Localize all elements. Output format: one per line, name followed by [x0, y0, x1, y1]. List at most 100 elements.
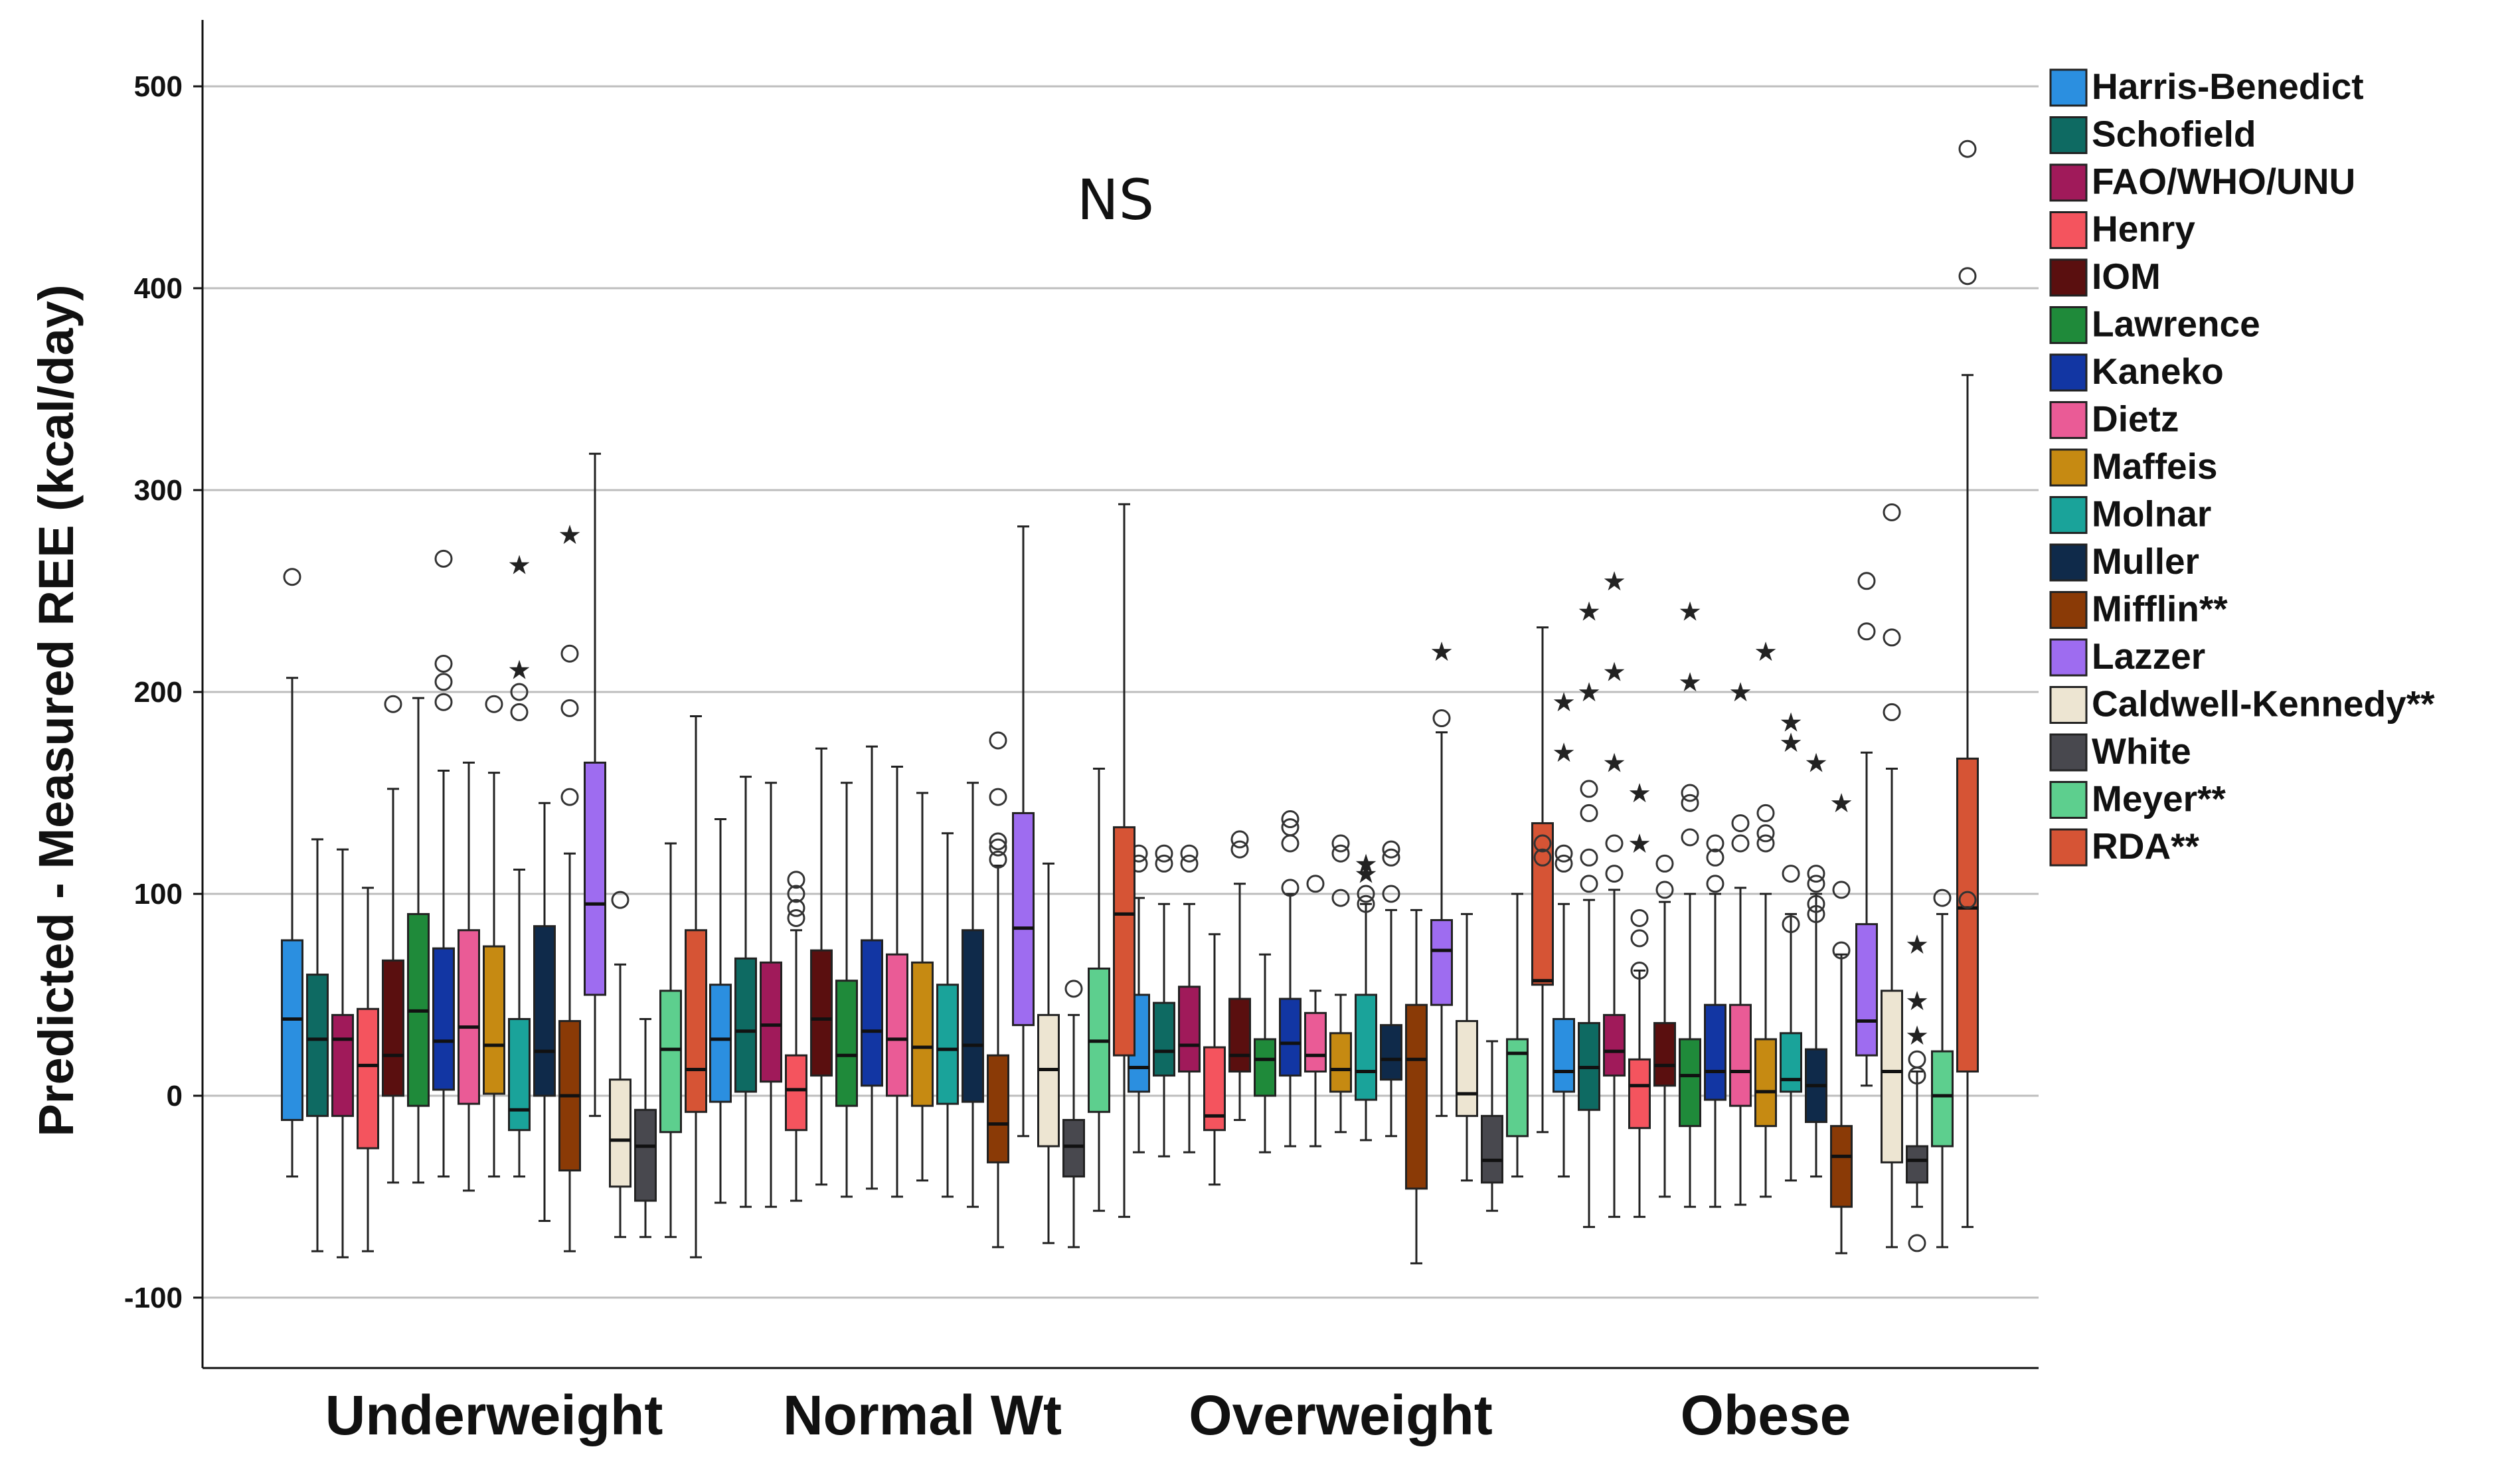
outlier-point: [434, 693, 453, 711]
iqr-box: [1679, 1038, 1701, 1128]
legend-swatch: [2049, 353, 2088, 392]
axes: [193, 20, 2039, 1369]
iqr-box: [1228, 997, 1251, 1073]
box-16-3: [1956, 139, 1979, 1229]
outlier-point: [1832, 941, 1851, 960]
outlier-point: [1807, 904, 1825, 923]
legend-swatch: [2049, 258, 2088, 297]
box-12-2: ★: [1430, 637, 1454, 1117]
outlier-point: [1230, 830, 1249, 849]
iqr-box: [709, 984, 732, 1103]
outlier-point: [434, 673, 453, 691]
outlier-point: [560, 788, 579, 806]
legend-item: Schofield: [2049, 114, 2256, 155]
extreme-point: ★: [1678, 596, 1702, 627]
iqr-box: [584, 761, 606, 996]
outlier-point: [1630, 962, 1649, 980]
extreme-point: ★: [1577, 596, 1601, 627]
legend-label: Muller: [2092, 541, 2199, 582]
legend-swatch: [2049, 211, 2088, 249]
legend-label: Maffeis: [2092, 446, 2218, 487]
legend-label: Schofield: [2092, 114, 2256, 155]
box-13-0: [609, 891, 631, 1239]
outlier-point: [1230, 840, 1249, 859]
extreme-point: ★: [1728, 677, 1752, 708]
outlier-point: [1807, 875, 1825, 893]
outlier-point: [1357, 885, 1375, 903]
legend-swatch: [2049, 163, 2088, 202]
extreme-point: ★: [1628, 778, 1651, 809]
outlier-point: [989, 731, 1007, 750]
extreme-point: ★: [1602, 566, 1626, 597]
legend-swatch: [2049, 496, 2088, 534]
extreme-point: ★: [1905, 986, 1929, 1017]
box-6-2: [1279, 810, 1302, 1148]
outlier-point: [1331, 844, 1350, 863]
outlier-point: [1681, 828, 1699, 847]
outlier-point: [1731, 834, 1750, 853]
outlier-point: [1756, 804, 1775, 822]
legend-item: Harris-Benedict: [2049, 66, 2364, 107]
iqr-box: [1906, 1145, 1928, 1184]
box-5-2: [1254, 953, 1276, 1154]
y-tick-label: 300: [134, 474, 183, 507]
iqr-box: [1304, 1011, 1327, 1073]
outlier-point: [989, 850, 1007, 869]
box-6-0: [432, 549, 455, 1178]
outlier-point: [989, 788, 1007, 806]
outlier-point: [787, 871, 805, 889]
outlier-point: [1533, 848, 1552, 867]
extreme-point: ★: [1905, 1021, 1929, 1051]
box-14-2: [1481, 1040, 1503, 1212]
box-2-2: [1178, 844, 1201, 1154]
boxes: ★★ ★★★★★★★★★★★★★★★★★★★★★★★★: [281, 139, 1979, 1264]
iqr-box: [1481, 1114, 1503, 1184]
box-9-3: ★★: [1779, 708, 1803, 1182]
extreme-point: ★: [1829, 788, 1853, 819]
iqr-box: [357, 1007, 379, 1150]
legend-swatch: [2049, 638, 2088, 677]
legend-swatch: [2049, 68, 2088, 107]
box-4-3: [1653, 854, 1676, 1198]
iqr-box: [1956, 757, 1979, 1073]
box-5-0: [407, 697, 430, 1184]
legend-item: Kaneko: [2049, 351, 2224, 392]
outlier-point: [434, 654, 453, 673]
iqr-box: [1405, 1003, 1428, 1190]
extreme-point: ★: [1430, 637, 1454, 667]
box-14-3: ★ ★ ★: [1905, 930, 1929, 1252]
outlier-point: [560, 644, 579, 663]
iqr-box: [1153, 1001, 1175, 1077]
outlier-point: [1782, 915, 1800, 934]
outlier-point: [1281, 834, 1300, 853]
box-15-3: [1931, 889, 1954, 1248]
outlier-point: [1883, 628, 1901, 647]
box-13-3: [1881, 503, 1903, 1248]
legend-item: Maffeis: [2049, 446, 2218, 487]
iqr-box: [1254, 1038, 1276, 1097]
iqr-box: [1329, 1032, 1352, 1093]
iqr-box: [1178, 986, 1201, 1073]
iqr-box: [962, 929, 984, 1103]
box-2-1: [760, 782, 782, 1208]
outlier-point: [787, 885, 805, 903]
box-13-2: [1456, 912, 1478, 1182]
outlier-point: [560, 699, 579, 717]
outlier-point: [1306, 875, 1325, 893]
iqr-box: [1203, 1046, 1226, 1132]
extreme-point: ★: [1804, 748, 1828, 778]
outlier-point: [1857, 572, 1876, 590]
iqr-box: [734, 957, 757, 1093]
box-8-3: ★: [1754, 637, 1778, 1198]
extreme-point: ★: [1779, 708, 1803, 738]
outlier-point: [1908, 1050, 1926, 1069]
extreme-point: ★: [507, 655, 531, 686]
outlier-point: [1756, 824, 1775, 843]
outlier-point: [1357, 895, 1375, 913]
legend-label: Henry: [2092, 209, 2195, 250]
outlier-point: [1281, 879, 1300, 897]
legend-label: Mifflin**: [2092, 588, 2228, 630]
iqr-box: [1430, 919, 1453, 1006]
iqr-box: [1062, 1118, 1085, 1178]
box-4-2: [1228, 830, 1251, 1121]
